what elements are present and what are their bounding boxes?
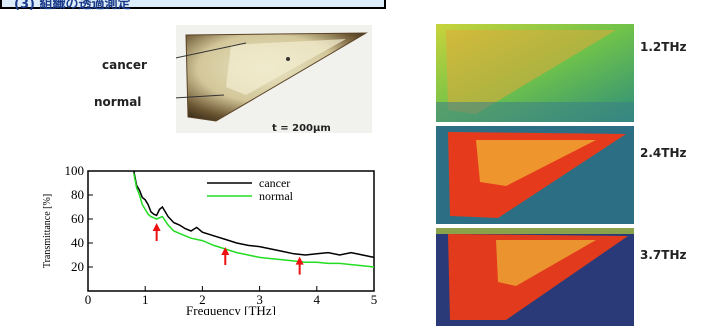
x-tick-label: 1 (142, 292, 149, 307)
x-tick-label: 5 (371, 292, 378, 307)
sample-pointer-lines (176, 42, 247, 99)
thz-label-3: 3.7THz (640, 248, 687, 262)
x-tick-label: 2 (199, 292, 206, 307)
label-cancer: cancer (102, 58, 147, 72)
thz-image-2 (436, 126, 634, 224)
y-axis-label: Transmittance [%] (42, 194, 53, 268)
series-line-normal (133, 173, 375, 268)
y-tick-label: 40 (71, 235, 84, 250)
sample-photo (176, 25, 372, 133)
header-title: (3) 組織の透過測定 (14, 0, 131, 12)
label-normal: normal (94, 95, 142, 109)
tissue-sample-illustration (185, 32, 368, 122)
y-tick-label: 20 (71, 259, 84, 274)
x-tick-label: 4 (314, 292, 321, 307)
thz-label-2: 2.4THz (640, 146, 687, 160)
thz-heatmap-3 (436, 228, 634, 326)
legend-label-cancer: cancer (259, 176, 290, 190)
thz-image-3 (436, 228, 634, 326)
red-arrow-head (152, 223, 161, 231)
y-tick-label: 60 (71, 211, 84, 226)
thz-image-1 (436, 24, 634, 122)
header-box: (3) 組織の透過測定 (0, 0, 386, 12)
x-tick-label: 3 (256, 292, 263, 307)
x-axis-label: Frequency [THz] (186, 303, 276, 315)
thz-heatmap-1 (436, 24, 634, 122)
thickness-label: t = 200μm (272, 123, 331, 134)
plot-frame (87, 170, 375, 292)
thz-heatmap-2 (436, 126, 634, 224)
y-tick-label: 100 (65, 165, 85, 178)
series-line-cancer (133, 170, 375, 259)
red-arrow-head (295, 256, 304, 265)
red-arrow-head (221, 247, 230, 255)
transmittance-chart: 0 1 2 3 4 5 20 40 60 80 100 Frequency [THz] Transmit… (42, 165, 378, 315)
thz-label-1: 1.2THz (640, 40, 687, 54)
legend-label-normal: normal (259, 189, 294, 203)
y-tick-label: 80 (71, 187, 84, 202)
x-tick-label: 0 (85, 292, 92, 307)
